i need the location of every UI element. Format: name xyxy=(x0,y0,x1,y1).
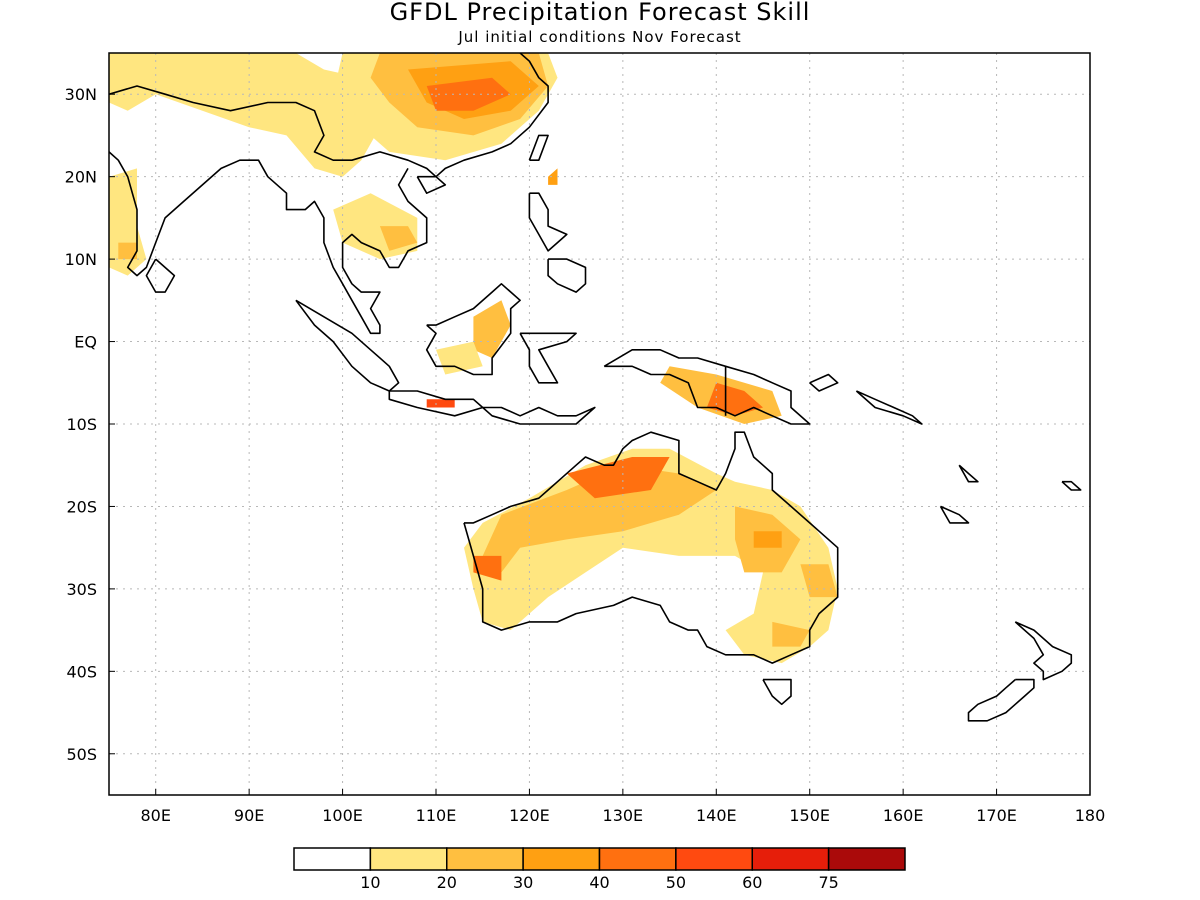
colorbar-label: 10 xyxy=(360,873,380,892)
lon-tick-label: 170E xyxy=(976,806,1017,825)
skill-region-12 xyxy=(548,168,558,185)
colorbar-swatch xyxy=(675,847,753,871)
coastline-9 xyxy=(547,258,587,293)
coastline-10 xyxy=(528,134,549,161)
colorbar-swatch xyxy=(369,847,448,871)
skill-region-22 xyxy=(753,531,782,548)
coastline-1 xyxy=(109,151,428,335)
lon-tick-label: 180 xyxy=(1075,806,1106,825)
colorbar-label: 60 xyxy=(742,873,762,892)
skill-region-9 xyxy=(473,300,511,358)
colorbar-swatch xyxy=(751,847,830,871)
lat-tick-label: 20N xyxy=(65,168,97,187)
coastline-18 xyxy=(809,373,839,392)
skill-region-21 xyxy=(473,555,502,581)
colorbar-label: 30 xyxy=(513,873,533,892)
coastline-12 xyxy=(603,348,811,425)
lat-tick-label: 20S xyxy=(66,497,97,516)
coastline-5 xyxy=(482,406,596,425)
coastline-2 xyxy=(145,258,176,293)
coastline-7 xyxy=(519,332,577,384)
colorbar-label: 20 xyxy=(437,873,457,892)
colorbar-swatch xyxy=(522,847,601,871)
map-title: GFDL Precipitation Forecast Skill xyxy=(389,0,811,26)
coastlines xyxy=(109,53,1082,722)
lon-tick-label: 80E xyxy=(140,806,170,825)
coastline-21 xyxy=(939,505,970,524)
colorbar-swatch xyxy=(827,847,906,871)
lon-tick-label: 100E xyxy=(322,806,363,825)
lat-tick-label: 10N xyxy=(65,250,97,269)
skill-region-16 xyxy=(482,465,717,573)
coastline-19 xyxy=(855,390,923,425)
gridlines xyxy=(109,53,1090,795)
lon-tick-label: 150E xyxy=(789,806,830,825)
lon-tick-label: 90E xyxy=(234,806,264,825)
skill-region-8 xyxy=(379,226,418,251)
lat-tick-label: 30N xyxy=(65,85,97,104)
coastline-11 xyxy=(416,175,447,194)
skill-region-19 xyxy=(772,621,810,647)
lon-tick-label: 140E xyxy=(696,806,737,825)
lon-tick-label: 130E xyxy=(603,806,644,825)
coastline-0 xyxy=(109,53,549,178)
colorbar-label: 50 xyxy=(666,873,686,892)
coastline-15 xyxy=(762,678,792,706)
lon-tick-label: 160E xyxy=(883,806,924,825)
coastline-17 xyxy=(967,678,1035,722)
coastline-16 xyxy=(1014,621,1073,681)
coastline-14 xyxy=(463,431,839,664)
lat-tick-label: 30S xyxy=(66,580,97,599)
colorbar-swatch xyxy=(446,847,524,871)
colorbar-label: 40 xyxy=(589,873,609,892)
coastline-20 xyxy=(958,464,979,483)
colorbar-label: 75 xyxy=(818,873,838,892)
skill-region-0 xyxy=(109,53,399,177)
axis-ticks: 80E 90E 100E 110E 120E 130E 140E 150E 160E 170E 18… xyxy=(65,85,1106,825)
coastline-3 xyxy=(295,299,400,392)
colorbar-swatch xyxy=(293,847,372,871)
lon-tick-label: 120E xyxy=(509,806,550,825)
coastline-6 xyxy=(425,282,521,376)
lat-tick-label: 10S xyxy=(66,415,97,434)
lat-tick-label: 40S xyxy=(66,662,97,681)
colorbar: 10 20 30 40 50 60 75 xyxy=(293,847,906,892)
lat-tick-label: 50S xyxy=(66,745,97,764)
coastline-22 xyxy=(1061,480,1082,491)
skill-shading xyxy=(109,53,838,664)
skill-region-20 xyxy=(566,457,670,499)
skill-region-4 xyxy=(426,77,511,111)
skill-region-11 xyxy=(426,399,455,408)
map-subtitle: Jul initial conditions Nov Forecast xyxy=(458,28,742,46)
lon-tick-label: 110E xyxy=(416,806,457,825)
skill-region-6 xyxy=(118,242,137,260)
skill-region-14 xyxy=(706,382,763,416)
coastline-8 xyxy=(528,192,568,252)
lat-tick-label: EQ xyxy=(74,333,97,352)
colorbar-swatch xyxy=(598,847,677,871)
